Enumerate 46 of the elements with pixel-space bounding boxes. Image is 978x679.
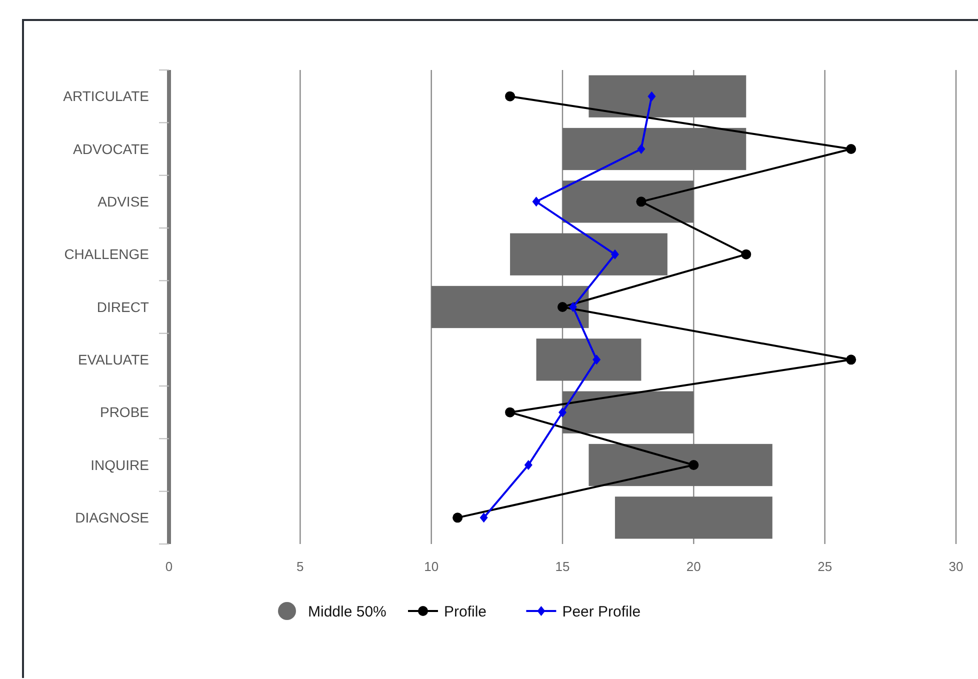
point bbox=[637, 144, 646, 154]
bar bbox=[562, 180, 694, 223]
y-tick-label: INQUIRE bbox=[90, 456, 149, 473]
bar bbox=[562, 128, 746, 170]
x-tick-label: 30 bbox=[948, 559, 964, 574]
x-tick-label: 25 bbox=[818, 559, 832, 574]
legend-label: Profile bbox=[444, 603, 487, 620]
point bbox=[532, 196, 540, 207]
x-tick-label: 5 bbox=[296, 559, 304, 574]
bar bbox=[510, 233, 668, 276]
x-tick-label: 10 bbox=[424, 559, 439, 574]
x-tick-label: 20 bbox=[686, 559, 701, 574]
y-tick-label: DIAGNOSE bbox=[75, 510, 149, 526]
y-tick-label: DIRECT bbox=[96, 298, 150, 315]
bar bbox=[562, 391, 694, 434]
legend-label: Middle 50% bbox=[308, 603, 386, 620]
y-tick-label: EVALUATE bbox=[78, 352, 149, 368]
y-tick-label: ADVISE bbox=[98, 194, 149, 210]
point bbox=[636, 196, 646, 207]
y-tick-label: ADVOCATE bbox=[73, 140, 149, 157]
bar bbox=[588, 75, 746, 118]
bar bbox=[431, 286, 589, 328]
point bbox=[846, 354, 856, 365]
point bbox=[480, 512, 488, 523]
point bbox=[558, 302, 568, 312]
x-tick-label: 0 bbox=[165, 559, 173, 574]
point bbox=[688, 460, 699, 470]
point bbox=[610, 249, 619, 260]
point bbox=[592, 354, 601, 365]
bar bbox=[614, 496, 772, 539]
y-tick-label: ARTICULATE bbox=[63, 88, 149, 104]
legend-label: Peer Profile bbox=[562, 603, 641, 620]
point bbox=[648, 91, 656, 102]
y-tick-label: PROBE bbox=[100, 404, 149, 420]
point bbox=[524, 460, 532, 470]
bar bbox=[588, 444, 772, 486]
point bbox=[505, 91, 516, 102]
point bbox=[741, 249, 752, 260]
point bbox=[846, 144, 856, 154]
bar bbox=[536, 338, 642, 381]
point bbox=[452, 512, 463, 523]
point bbox=[505, 407, 516, 418]
x-tick-label: 15 bbox=[555, 559, 570, 574]
point bbox=[558, 407, 566, 418]
y-tick-label: CHALLENGE bbox=[64, 246, 149, 262]
point bbox=[568, 302, 577, 312]
